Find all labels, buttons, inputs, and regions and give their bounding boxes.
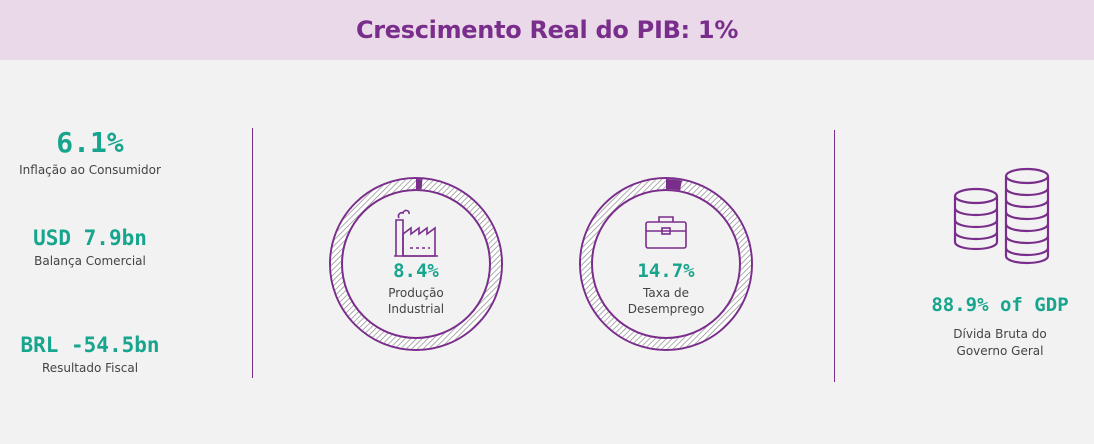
- page-title: Crescimento Real do PIB: 1%: [355, 16, 739, 44]
- inflation-label: Inflação ao Consumidor: [19, 163, 161, 177]
- gauge-outer-border: [579, 177, 753, 351]
- gauge-fill: [331, 179, 501, 349]
- industrial-production-value: 8.4%: [393, 260, 439, 282]
- unemployment-text: 14.7% Taxa de Desemprego: [606, 260, 726, 317]
- left-divider: [252, 128, 253, 378]
- industrial-production-label-1: Produção: [388, 286, 444, 300]
- industrial-production-text: 8.4% Produção Industrial: [356, 260, 476, 317]
- factory-icon: [394, 209, 438, 257]
- inflation-stat: 6.1% Inflação ao Consumidor: [10, 126, 170, 177]
- trade-balance-value: USD 7.9bn: [33, 226, 147, 250]
- gross-debt-label-1: Dívida Bruta do: [953, 327, 1047, 341]
- gauge-fill: [581, 179, 751, 349]
- gross-debt-value: 88.9% of GDP: [931, 294, 1069, 316]
- industrial-production-label-2: Industrial: [387, 302, 445, 316]
- trade-balance-label: Balança Comercial: [34, 254, 146, 268]
- fiscal-result-stat: BRL -54.5bn Resultado Fiscal: [10, 333, 170, 375]
- gauge-inner-border: [591, 189, 741, 339]
- briefcase-icon: [645, 216, 687, 249]
- gross-debt-stat: 88.9% of GDP Dívida Bruta do Governo Ger…: [900, 294, 1094, 360]
- title-banner: Crescimento Real do PIB: 1%: [0, 0, 1094, 60]
- inflation-value: 6.1%: [56, 126, 124, 159]
- gauge-outer-border: [329, 177, 503, 351]
- coins-icon: [953, 167, 1050, 265]
- gross-debt-label-2: Governo Geral: [956, 344, 1044, 358]
- trade-balance-stat: USD 7.9bn Balança Comercial: [10, 226, 170, 268]
- unemployment-label-2: Desemprego: [627, 302, 705, 316]
- right-divider: [834, 130, 835, 382]
- unemployment-value: 14.7%: [637, 260, 695, 282]
- gauge-inner-border: [341, 189, 491, 339]
- unemployment-label-1: Taxa de: [643, 286, 689, 300]
- industrial-production-gauge: [329, 177, 503, 351]
- fiscal-result-label: Resultado Fiscal: [41, 361, 139, 375]
- fiscal-result-value: BRL -54.5bn: [20, 333, 160, 357]
- unemployment-gauge: [579, 177, 753, 351]
